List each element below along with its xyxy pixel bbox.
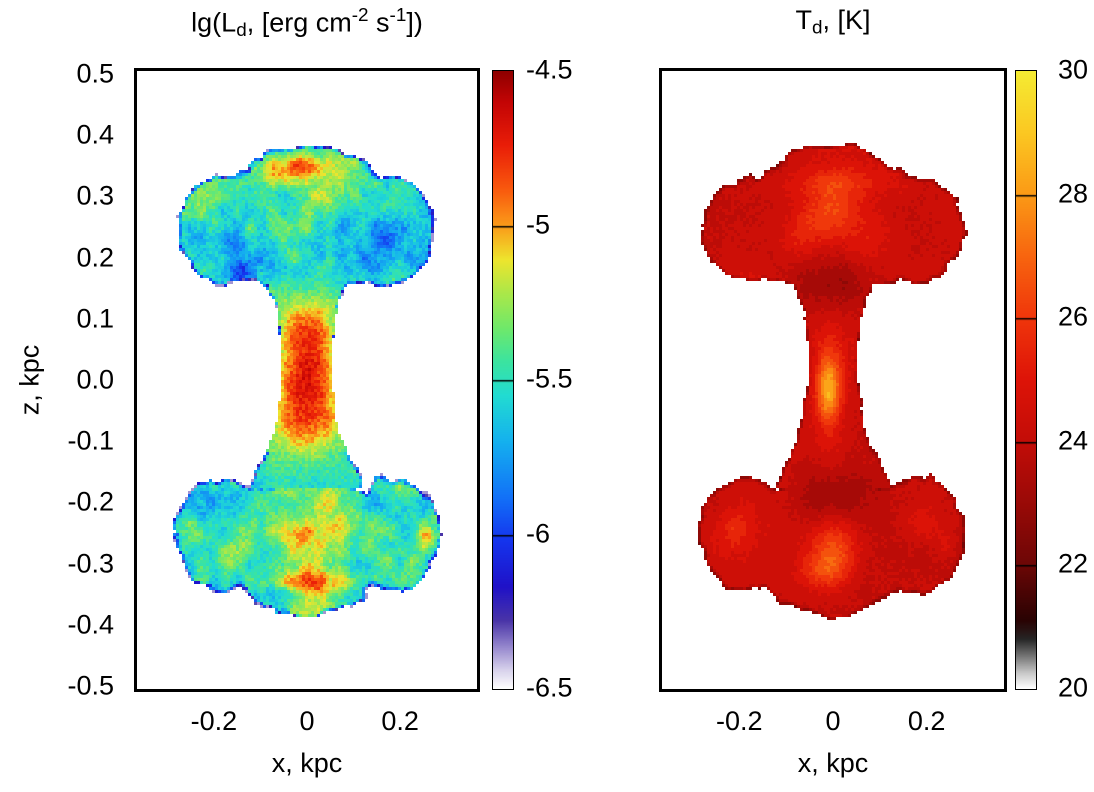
title-text: , [K] — [822, 5, 871, 35]
z-tick-label-0.0: 0.0 — [76, 364, 114, 395]
z-tick-label--0.1: -0.1 — [67, 425, 114, 456]
colorbar-tick-label--5: -5 — [526, 209, 551, 239]
z-tick-label-0.2: 0.2 — [76, 242, 114, 273]
colorbar-tick-label-24: 24 — [1058, 425, 1089, 456]
z-tick-label--0.5: -0.5 — [67, 670, 114, 701]
z-tick-label--0.2: -0.2 — [67, 486, 114, 517]
left-panel-title: lg(Ld, [erg cm-2 s-1]) — [191, 5, 423, 42]
temperature-colorbar — [1015, 70, 1037, 690]
x-tick-label-0.2: 0.2 — [381, 706, 419, 736]
title-text: s — [368, 7, 390, 38]
title-subscript: d — [236, 20, 247, 42]
z-tick-label-0.1: 0.1 — [76, 303, 114, 334]
temperature-colorbar-gradient — [1016, 71, 1036, 689]
title-superscript: -1 — [389, 5, 407, 26]
title-superscript: -2 — [351, 5, 369, 26]
title-text: ]) — [406, 7, 423, 38]
title-text: lg(L — [191, 7, 237, 38]
luminosity-heatmap — [137, 71, 477, 689]
colorbar-tick-label--5.5: -5.5 — [526, 363, 573, 394]
x-tick-label-0.2: 0.2 — [907, 706, 946, 736]
luminosity-colorbar-gradient — [493, 71, 513, 689]
z-tick-label-0.3: 0.3 — [76, 180, 114, 211]
z-tick-label-0.5: 0.5 — [76, 58, 114, 89]
luminosity-colorbar — [492, 70, 514, 690]
right-plot-frame — [659, 68, 1007, 692]
colorbar-tick-label--6.5: -6.5 — [526, 672, 573, 703]
colorbar-tick-label-26: 26 — [1058, 301, 1089, 332]
z-tick-label--0.4: -0.4 — [67, 609, 114, 640]
x-tick-label--0.2: -0.2 — [190, 706, 238, 736]
title-text: T — [795, 5, 812, 35]
colorbar-tick-label-22: 22 — [1058, 548, 1089, 579]
x-tick-label-0: 0 — [825, 706, 841, 736]
colorbar-tick-label-28: 28 — [1058, 178, 1089, 209]
title-text: , [erg cm — [246, 7, 352, 38]
right-panel-title: Td, [K] — [795, 5, 870, 40]
colorbar-tick-label-30: 30 — [1058, 54, 1089, 85]
temperature-heatmap — [662, 71, 1004, 689]
x-axis-label-right: x, kpc — [797, 748, 869, 778]
x-tick-label-0: 0 — [299, 706, 315, 736]
colorbar-tick-label-20: 20 — [1058, 672, 1089, 703]
colorbar-tick-label--4.5: -4.5 — [526, 54, 573, 85]
x-tick-label--0.2: -0.2 — [716, 706, 763, 736]
title-subscript: d — [811, 17, 823, 39]
left-plot-frame — [134, 68, 480, 692]
colorbar-tick-label--6: -6 — [526, 518, 551, 548]
z-tick-label-0.4: 0.4 — [76, 119, 114, 150]
z-tick-label--0.3: -0.3 — [67, 548, 114, 579]
x-axis-label-left: x, kpc — [271, 748, 343, 778]
